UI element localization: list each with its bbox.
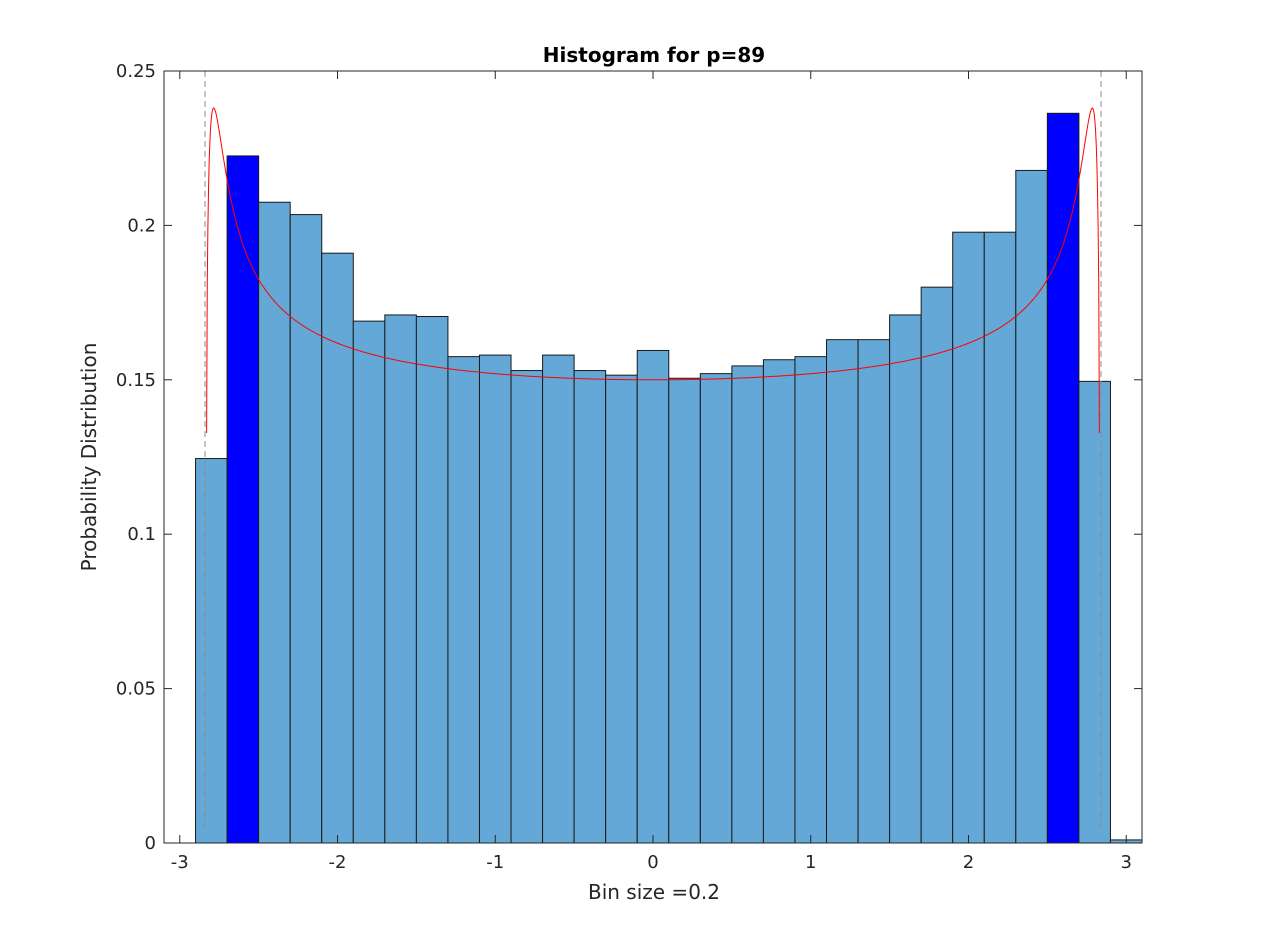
histogram-bar [983,231,1017,844]
histogram-bar [195,458,228,844]
histogram-bar [289,214,323,844]
density-curve [206,107,1100,434]
ticks-layer: -3 -2 -1 0 1 2 3 0 0.05 0.1 0.15 0.2 0.25 [116,61,1142,873]
histogram-bar [415,315,449,844]
histogram-bar [794,356,828,844]
histogram-bar [826,339,859,844]
bars-layer [195,112,1143,844]
histogram-bar [731,365,764,844]
x-tick-label: 2 [963,852,974,873]
chart-title: Histogram for p=89 [543,43,765,67]
histogram-bar [699,373,733,844]
histogram-bar [384,314,417,844]
y-tick-label: 0.15 [116,370,156,391]
histogram-bar [447,356,480,844]
histogram-bar [478,354,512,844]
x-tick-label: 1 [805,852,816,873]
histogram-bar [889,314,922,844]
density-curve-layer [206,107,1100,434]
histogram-bar [952,231,985,844]
y-tick-label: 0.2 [127,215,156,236]
y-tick-label: 0.05 [116,679,156,700]
histogram-bar [762,359,796,844]
histogram-bar [605,374,638,844]
histogram-bar [636,349,670,844]
y-tick-label: 0.25 [116,61,156,82]
x-tick-label: -2 [329,852,347,873]
histogram-bar [920,286,954,844]
histogram-bar [857,339,891,844]
histogram-bar [258,201,291,844]
x-tick-label: 0 [647,852,658,873]
histogram-bar [321,252,354,844]
histogram-bar [1015,169,1048,844]
x-tick-label: -1 [486,852,504,873]
y-axis-label: Probability Distribution [77,343,101,572]
histogram-bar [573,370,607,844]
histogram-bar [542,354,575,844]
histogram-bar-highlighted [1046,112,1080,844]
histogram-bar-highlighted [226,155,260,844]
y-tick-label: 0 [145,833,156,854]
histogram-bar [668,377,701,844]
reference-lines-layer [204,71,1102,828]
histogram-bar [352,320,386,844]
x-axis-label: Bin size =0.2 [588,880,720,904]
x-tick-label: -3 [171,852,189,873]
y-tick-label: 0.1 [127,524,156,545]
x-tick-label: 3 [1120,852,1131,873]
histogram-bar [1078,380,1111,844]
histogram-bar [510,370,544,844]
